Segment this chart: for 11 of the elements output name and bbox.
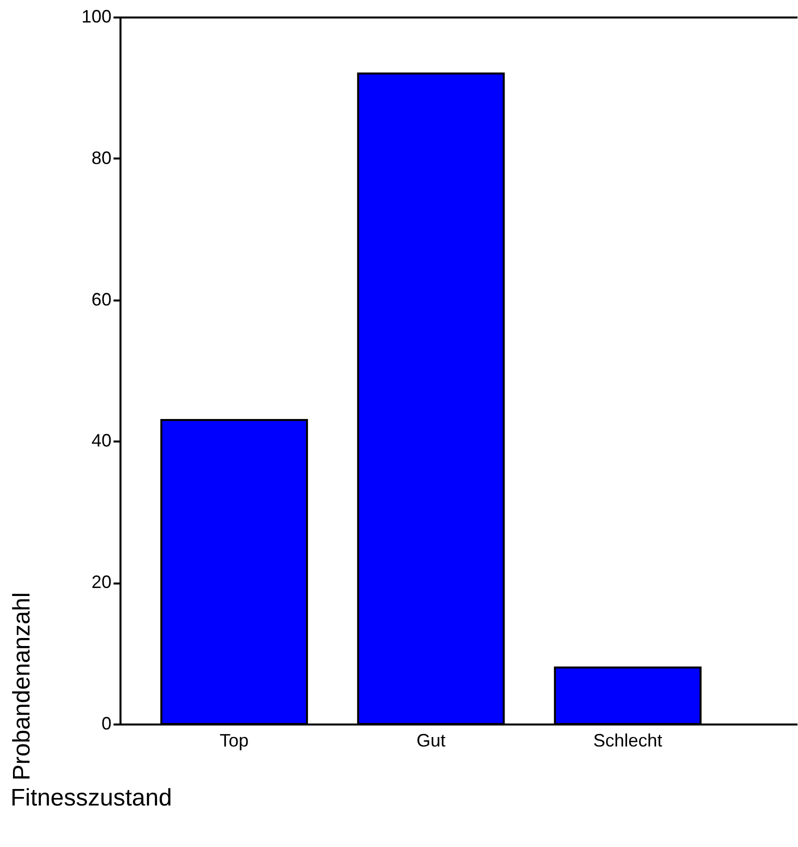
y-tick-label: 60 (91, 289, 112, 310)
y-tick-label: 100 (81, 6, 112, 26)
y-axis-title: Probandenanzahl (8, 592, 36, 780)
y-tick-label: 40 (91, 430, 112, 451)
y-tick-label: 80 (91, 148, 112, 168)
y-tick-label: 0 (101, 714, 112, 734)
y-tick-label: 20 (91, 572, 112, 592)
x-tick-label: Gut (416, 730, 446, 750)
x-axis-title: Fitnesszustand (10, 784, 172, 812)
x-tick-label: Top (220, 730, 249, 750)
x-tick-label: Schlecht (593, 730, 662, 750)
